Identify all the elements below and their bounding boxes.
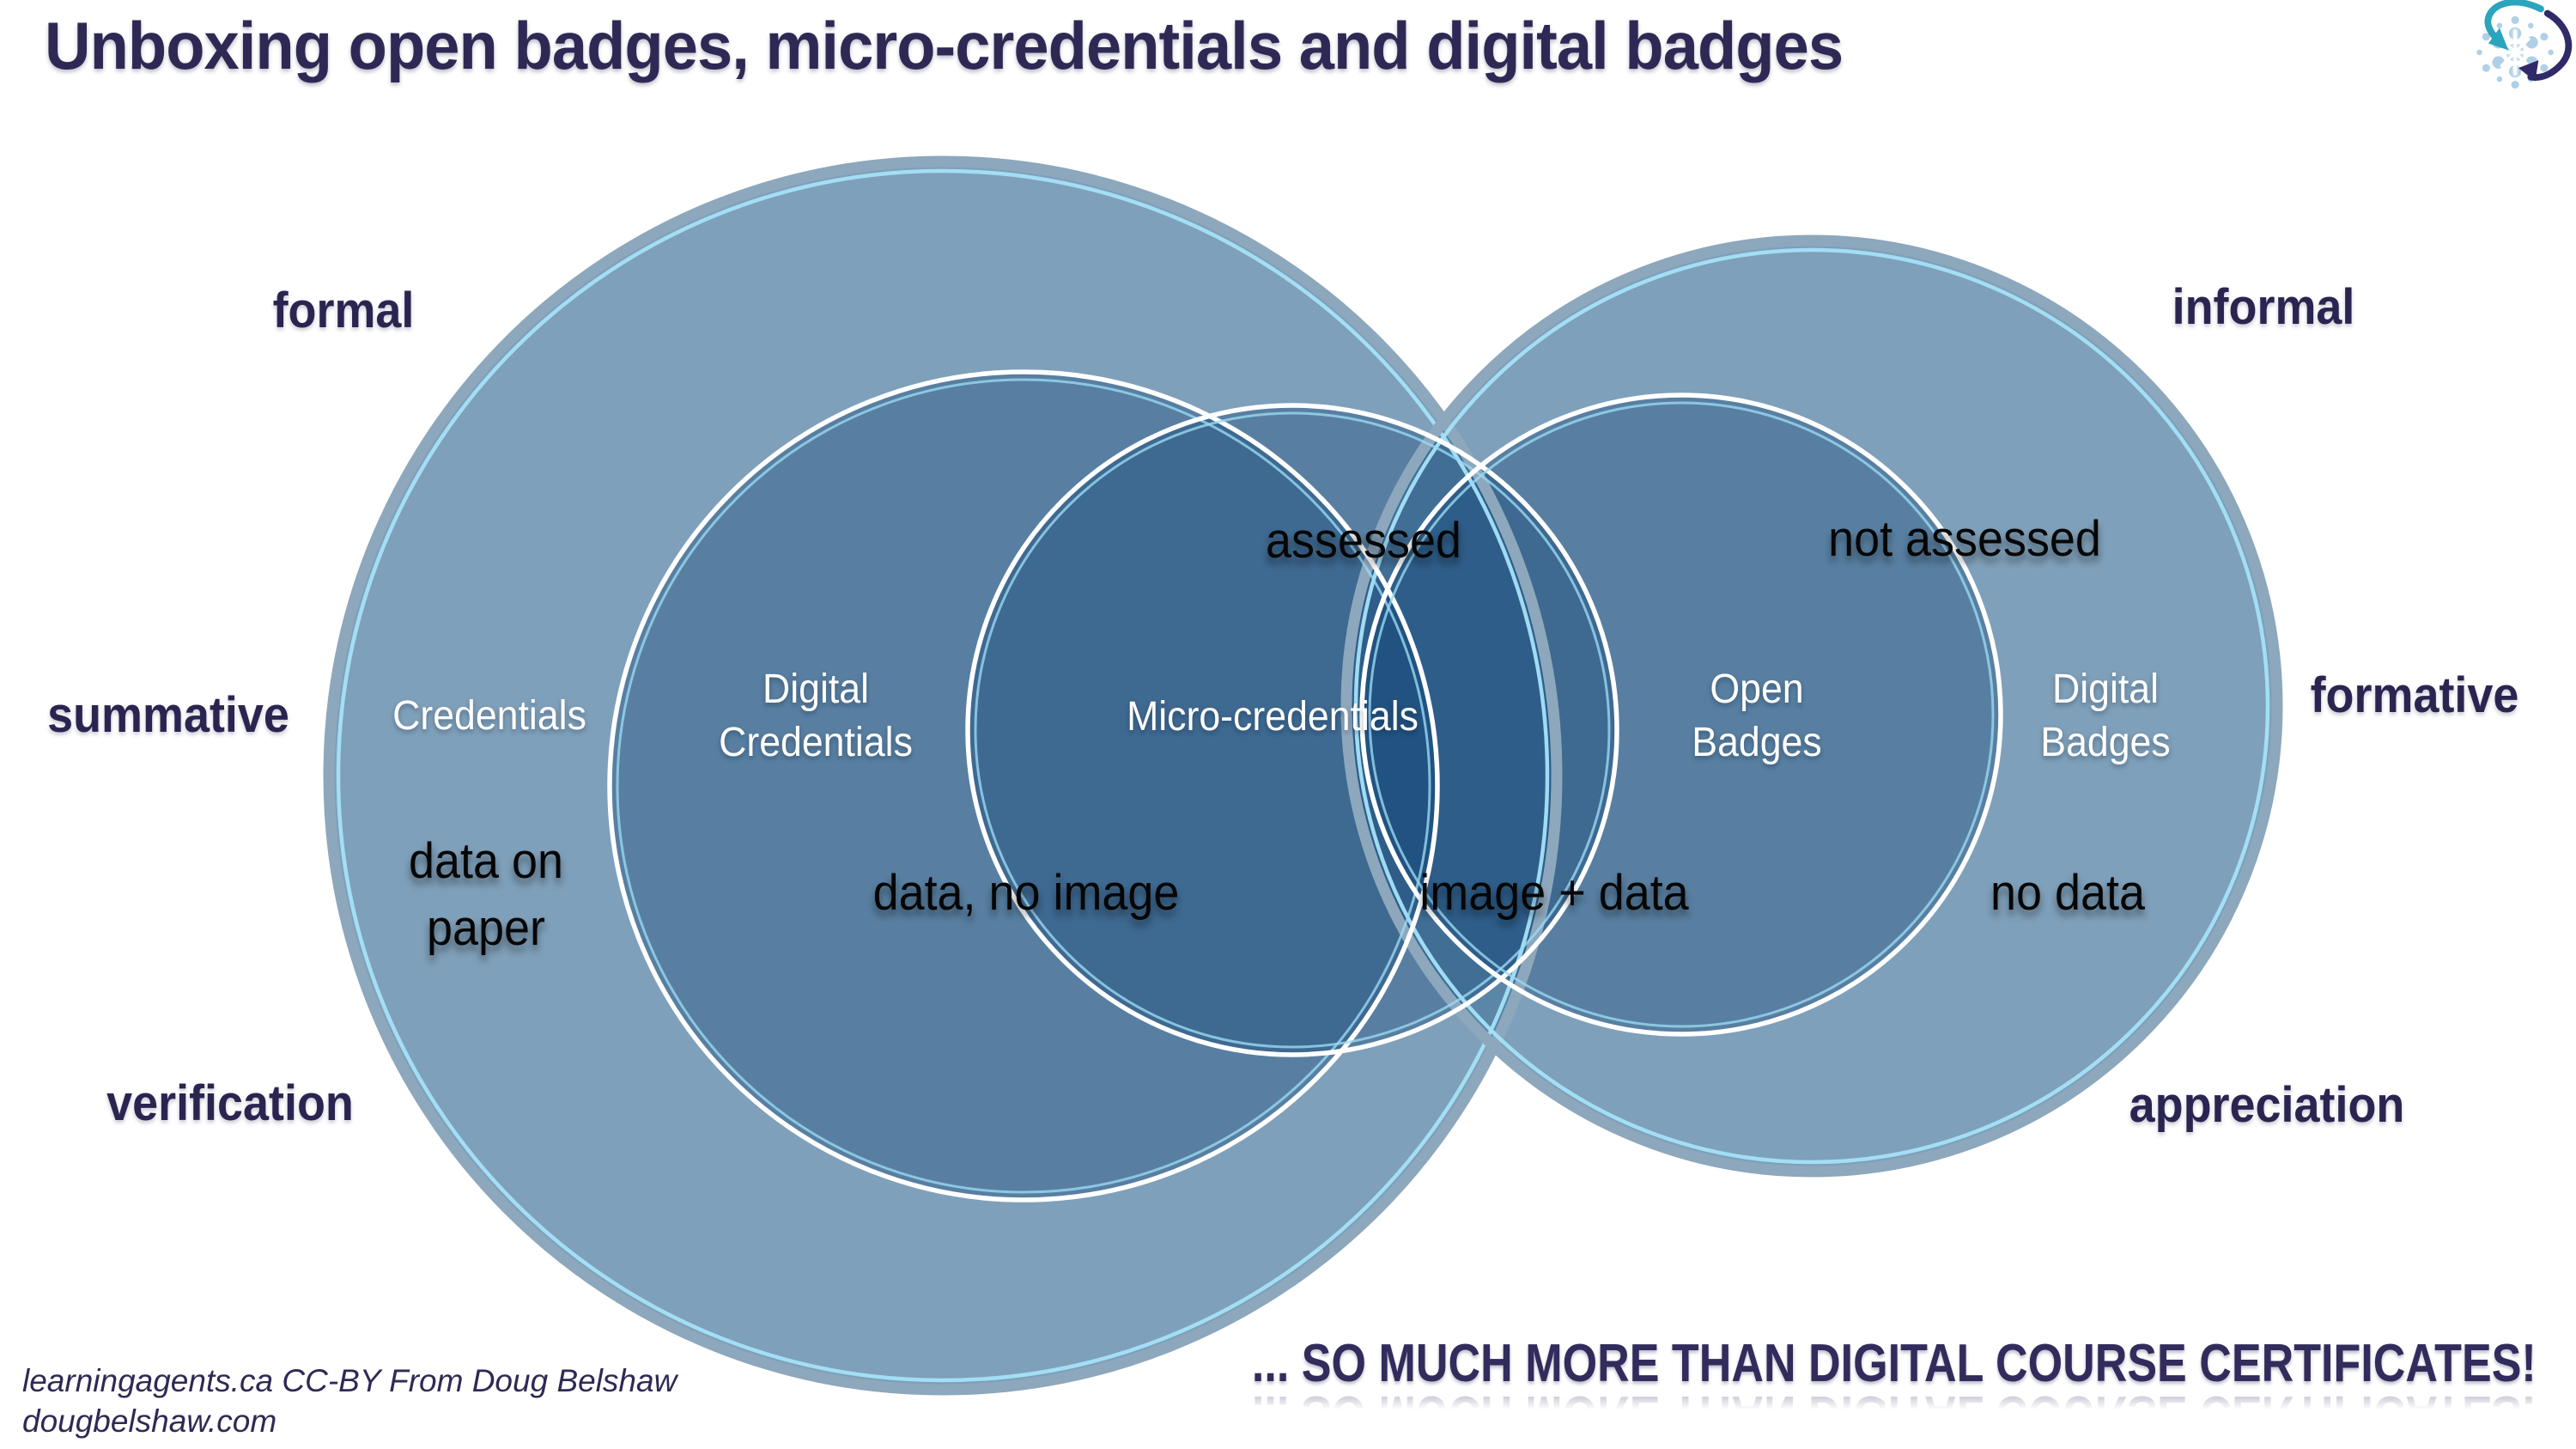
credits-line1: learningagents.ca CC-BY From Doug Belsha… xyxy=(22,1363,677,1398)
label-image-plus-data: image + data xyxy=(1419,865,1689,921)
label-digital-credentials: Digital Credentials xyxy=(719,667,913,765)
circle-formal-rim-highlight xyxy=(336,168,1550,1383)
circle-digital-credentials-fill xyxy=(610,372,1437,1200)
circle-formal-rim xyxy=(323,155,1563,1396)
learning-agents-logo xyxy=(2463,0,2574,105)
circle-informal-rim-highlight xyxy=(1353,247,2270,1165)
logo-graphic xyxy=(2476,0,2573,89)
credits-line2: dougbelshaw.com xyxy=(22,1403,277,1439)
label-formal: formal xyxy=(272,282,415,338)
label-summative: summative xyxy=(47,686,289,743)
label-data-no-image: data, no image xyxy=(872,865,1180,921)
circle-formal-fill xyxy=(329,161,1557,1390)
logo-teal-arrow xyxy=(2484,0,2544,51)
circle-informal-rim xyxy=(1340,234,2283,1178)
label-verification: verification xyxy=(106,1075,354,1131)
circle-open-badges-fill xyxy=(1362,395,2001,1034)
label-credentials: Credentials xyxy=(392,693,586,739)
label-not-assessed: not assessed xyxy=(1828,511,2101,567)
label-data-on-paper: data on paper xyxy=(409,833,563,956)
logo-navy-arrow xyxy=(2518,9,2573,82)
label-no-data: no data xyxy=(1990,865,2145,921)
circle-open-badges-stroke xyxy=(1359,393,2003,1037)
label-digital-badges: Digital Badges xyxy=(2040,667,2171,765)
venn-fills xyxy=(329,161,2277,1390)
tagline-text: ... SO MUCH MORE THAN DIGITAL COURSE CER… xyxy=(1252,1334,2537,1393)
tagline: ... SO MUCH MORE THAN DIGITAL COURSE CER… xyxy=(1252,1333,2537,1445)
label-open-badges: Open Badges xyxy=(1692,667,1822,765)
logo-star-sparkle xyxy=(2491,27,2539,77)
circle-digital-credentials-glow xyxy=(616,378,1431,1194)
circle-open-badges-glow xyxy=(1368,401,1995,1028)
tagline-reflection: ... SO MUCH MORE THAN DIGITAL COURSE CER… xyxy=(1252,1385,2537,1444)
label-informal: informal xyxy=(2172,278,2355,335)
circle-digital-credentials-stroke xyxy=(607,369,1440,1202)
venn-rims xyxy=(323,155,2283,1396)
circle-informal-fill xyxy=(1346,240,2277,1172)
circle-micro-credentials-fill xyxy=(968,405,1617,1055)
label-assessed: assessed xyxy=(1266,513,1461,569)
credits: learningagents.ca CC-BY From Doug Belsha… xyxy=(22,1361,677,1441)
circle-micro-credentials-stroke xyxy=(965,403,1619,1057)
circle-micro-credentials-glow xyxy=(974,411,1611,1049)
page-title: Unboxing open badges, micro-credentials … xyxy=(45,8,1844,83)
label-micro-credentials: Micro-credentials xyxy=(1127,694,1419,740)
label-appreciation: appreciation xyxy=(2129,1076,2405,1133)
label-formative: formative xyxy=(2310,667,2519,723)
